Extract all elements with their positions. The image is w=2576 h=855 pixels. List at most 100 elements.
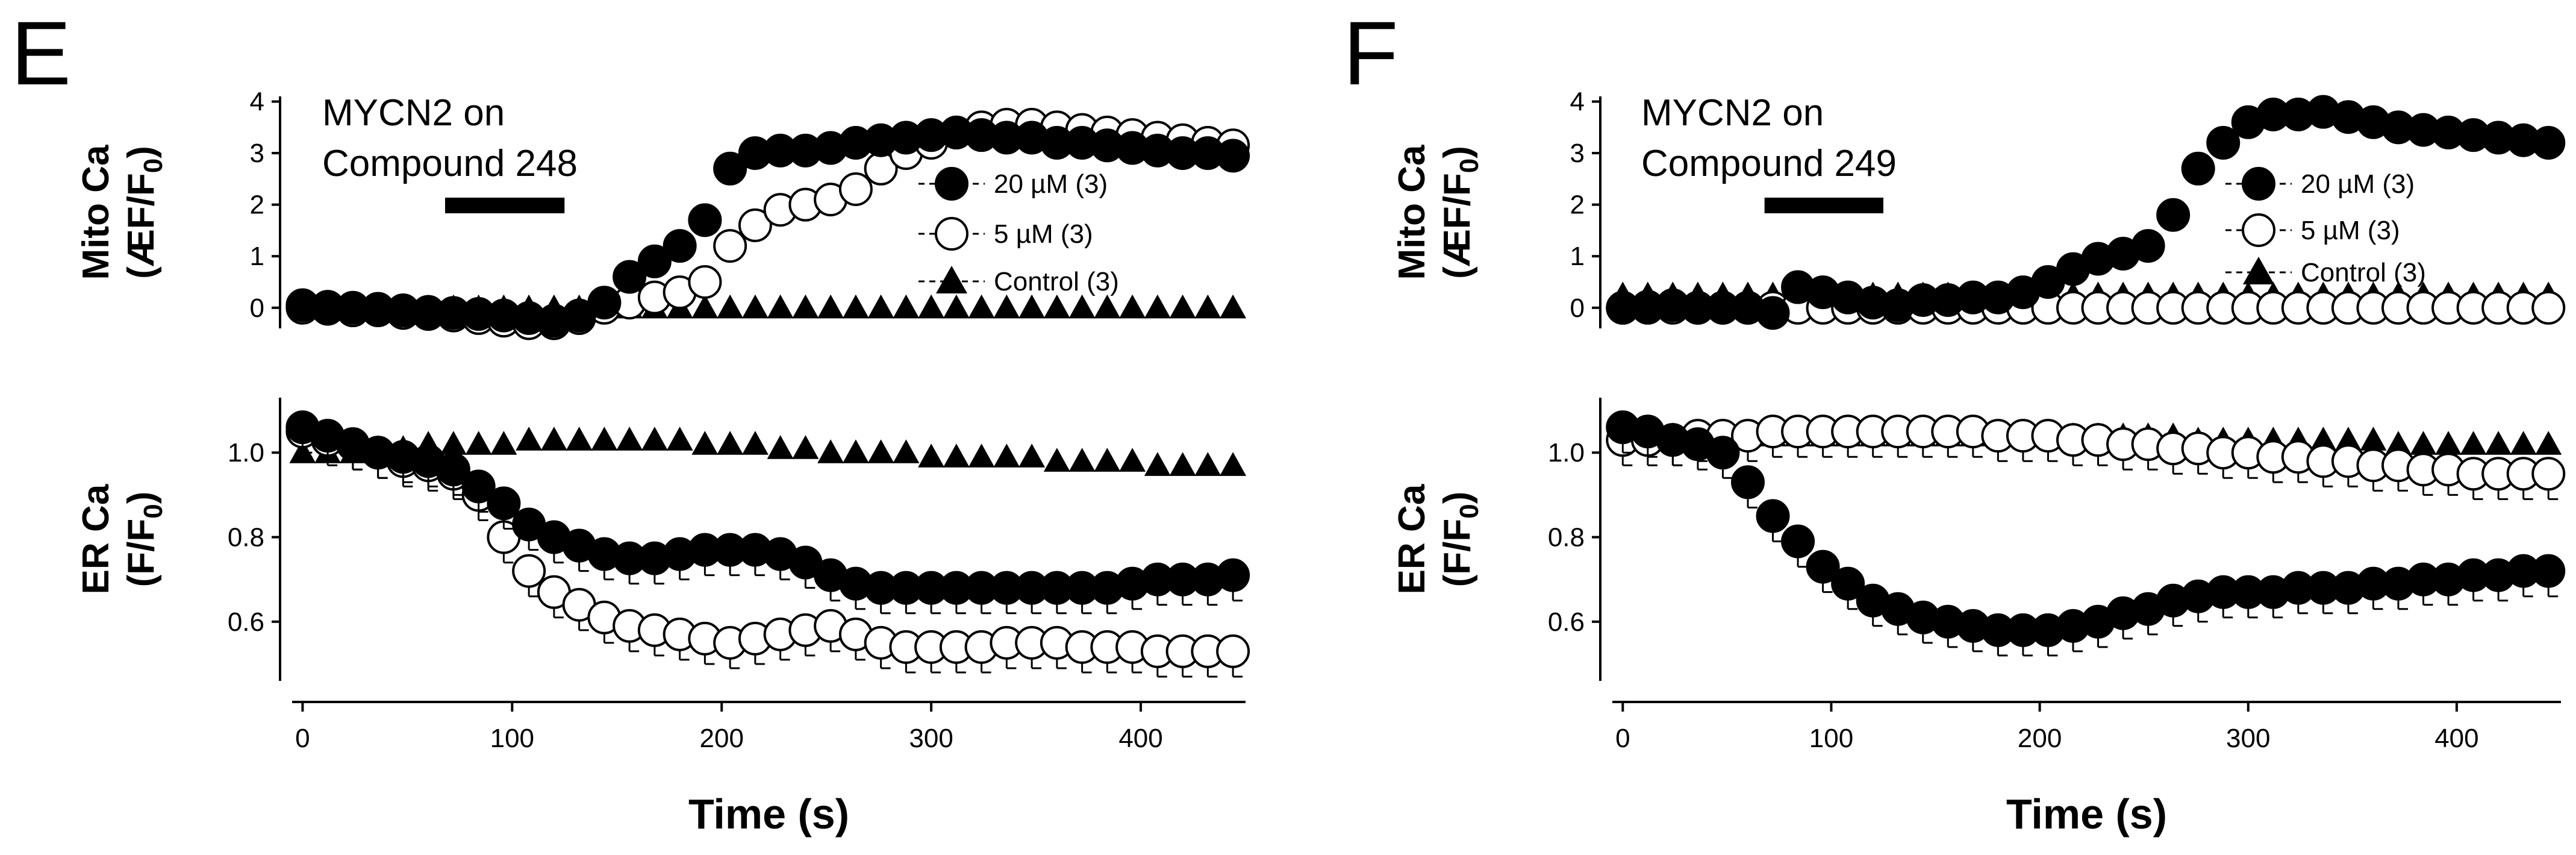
legend: 20 µM (3) 5 µM (3) Control (3)	[2225, 167, 2426, 287]
data-point	[792, 435, 819, 459]
data-point	[867, 294, 894, 319]
data-point	[767, 435, 794, 459]
y-label-main: (ÆF/F	[1436, 173, 1478, 279]
data-point	[2435, 431, 2462, 455]
data-point	[461, 469, 496, 504]
legend-marker	[935, 167, 968, 201]
x-tick-label: 400	[1118, 724, 1162, 753]
y-label-end: )	[1436, 146, 1478, 158]
x-tick-label: 100	[490, 724, 534, 753]
treatment-bar	[1764, 198, 1883, 213]
bottom-series-1	[1606, 415, 2566, 500]
data-point	[587, 286, 622, 320]
y-label-main: (F/F	[120, 519, 162, 587]
data-point	[1831, 566, 1865, 601]
data-point	[713, 151, 747, 186]
top-series-0	[285, 115, 1250, 338]
data-point	[893, 439, 920, 463]
data-point	[741, 431, 769, 455]
data-point	[1043, 294, 1070, 319]
data-point	[717, 431, 744, 455]
data-point	[1706, 436, 1740, 470]
top-series-0	[1606, 95, 2566, 330]
x-tick-label: 100	[1809, 724, 1853, 753]
data-point	[943, 443, 970, 468]
y-axis-label-line-2: (ÆF/F0)	[1436, 146, 1484, 279]
y-label-end: )	[120, 492, 162, 504]
data-point	[838, 172, 873, 206]
y-label-subscript: 0	[139, 158, 168, 173]
y-tick-label: 0	[1570, 293, 1585, 323]
data-point	[2206, 126, 2241, 160]
data-point	[2310, 427, 2337, 451]
y-label-subscript: 0	[1455, 158, 1484, 173]
panel-letter: E	[11, 2, 71, 104]
data-point	[993, 443, 1020, 468]
legend: 20 µM (3) 5 µM (3) Control (3)	[918, 167, 1119, 296]
data-point	[713, 229, 747, 263]
y-tick-label: 4	[250, 87, 264, 117]
data-point	[943, 294, 970, 319]
y-label-main: (ÆF/F	[120, 173, 162, 279]
x-axis-title: Time (s)	[2006, 791, 2167, 838]
y-tick-label: 2	[250, 190, 264, 220]
data-point	[1068, 294, 1096, 319]
legend-marker	[2242, 213, 2275, 247]
data-point	[691, 294, 719, 319]
x-axis: 0 100 200 300 400 Time (s)	[292, 701, 1246, 838]
data-point	[1756, 296, 1790, 330]
data-point	[893, 294, 920, 319]
annotation-line-2: Compound 249	[1641, 143, 1897, 184]
data-point	[918, 294, 945, 319]
bottom-series-0	[1606, 410, 2566, 657]
data-point	[490, 431, 517, 455]
y-tick-label: 1.0	[228, 438, 264, 468]
data-point	[1018, 443, 1046, 468]
data-point	[591, 427, 618, 451]
x-axis-title: Time (s)	[688, 791, 849, 838]
y-axis-label-line-2: (F/F0)	[1436, 492, 1484, 587]
y-tick-label: 4	[1570, 87, 1585, 117]
data-point	[1094, 294, 1121, 319]
data-point	[641, 427, 668, 451]
data-point	[792, 294, 819, 319]
data-point	[1216, 139, 1250, 173]
treatment-bar	[444, 198, 565, 213]
data-point	[717, 294, 744, 319]
data-point	[566, 427, 593, 451]
x-tick-label: 300	[909, 724, 953, 753]
annotation-line-1: MYCN2 on	[1641, 92, 1824, 134]
data-point	[968, 294, 995, 319]
x-tick-label: 400	[2434, 724, 2478, 753]
annotation-line-1: MYCN2 on	[322, 92, 505, 134]
data-point	[512, 554, 546, 588]
data-point	[1119, 448, 1146, 472]
data-point	[767, 294, 794, 319]
data-point	[1018, 294, 1046, 319]
data-point	[1194, 452, 1221, 476]
data-point	[2510, 431, 2537, 455]
data-point	[663, 229, 697, 263]
x-tick-label: 300	[2226, 724, 2270, 753]
y-axis-label-line-2: (F/F0)	[120, 492, 168, 587]
data-point	[540, 427, 567, 451]
data-point	[2531, 126, 2566, 160]
data-point	[1806, 550, 1840, 584]
x-tick-label: 0	[295, 724, 310, 753]
data-point	[1169, 294, 1196, 319]
data-point	[1094, 448, 1121, 472]
bottom-series-0	[285, 410, 1250, 615]
y-label-end: )	[1436, 492, 1478, 504]
y-tick-label: 1.0	[1548, 438, 1585, 468]
data-point	[817, 294, 844, 319]
y-tick-label: 1	[250, 242, 264, 271]
data-point	[1216, 558, 1250, 592]
data-point	[1068, 448, 1096, 472]
data-point	[616, 427, 643, 451]
data-point	[842, 439, 869, 463]
data-point	[691, 431, 719, 455]
legend-label: 20 µM (3)	[994, 169, 1108, 199]
